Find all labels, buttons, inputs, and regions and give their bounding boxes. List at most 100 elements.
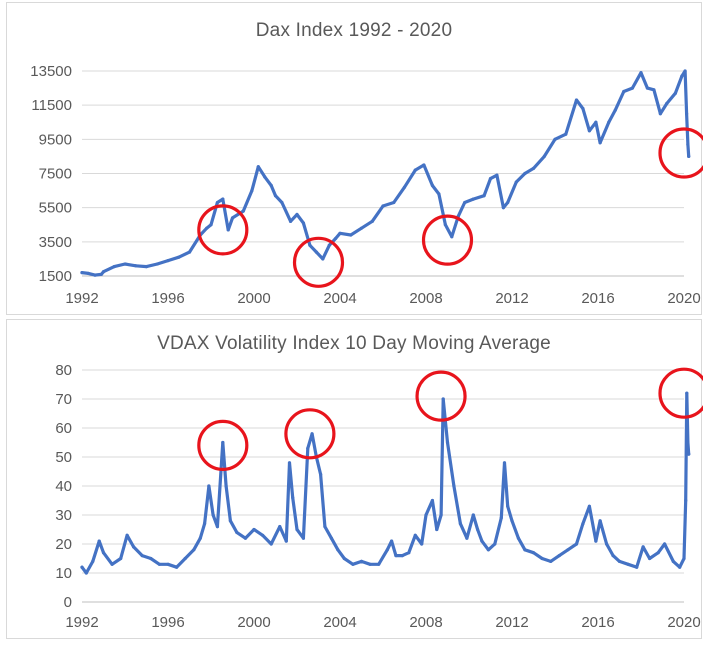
data-point bbox=[458, 522, 462, 526]
data-point bbox=[342, 556, 346, 561]
x-tick-label: 2020 bbox=[667, 290, 700, 307]
y-tick-label: 13500 bbox=[30, 63, 72, 80]
data-point bbox=[394, 554, 398, 558]
data-point bbox=[381, 204, 385, 208]
chart-title: Dax Index 1992 - 2020 bbox=[255, 20, 453, 41]
data-point bbox=[110, 562, 114, 566]
data-point bbox=[80, 565, 84, 569]
data-point bbox=[235, 530, 239, 534]
data-point bbox=[175, 565, 179, 569]
data-point bbox=[626, 562, 630, 566]
data-point bbox=[630, 86, 635, 90]
data-point bbox=[86, 271, 91, 276]
data-point bbox=[269, 542, 273, 546]
x-tick-label: 2008 bbox=[409, 614, 442, 631]
annotation-circle bbox=[292, 236, 345, 288]
data-point bbox=[144, 265, 149, 269]
y-tick-label: 50 bbox=[55, 449, 72, 466]
data-point bbox=[230, 216, 235, 220]
data-point bbox=[574, 98, 579, 102]
data-point bbox=[540, 556, 544, 561]
data-point bbox=[93, 273, 97, 277]
data-point bbox=[221, 440, 225, 445]
data-point bbox=[514, 180, 518, 184]
data-point bbox=[385, 548, 389, 552]
data-point bbox=[678, 565, 682, 569]
x-tick-label: 2020 bbox=[667, 614, 700, 631]
data-point bbox=[506, 504, 510, 508]
x-tick-label: 2008 bbox=[409, 290, 442, 307]
data-point bbox=[359, 226, 364, 230]
data-point bbox=[542, 154, 546, 159]
data-point bbox=[359, 559, 364, 563]
data-point bbox=[439, 513, 443, 517]
data-point bbox=[183, 556, 187, 561]
annotation-circle bbox=[421, 214, 474, 266]
data-point bbox=[488, 177, 493, 181]
x-tick-label: 2004 bbox=[323, 290, 356, 307]
x-tick-label: 2016 bbox=[581, 290, 614, 307]
data-point bbox=[452, 484, 456, 488]
data-point bbox=[301, 536, 306, 540]
data-point bbox=[450, 235, 454, 239]
data-point bbox=[119, 556, 123, 561]
data-point bbox=[295, 527, 299, 532]
data-point bbox=[99, 272, 103, 276]
data-point bbox=[308, 243, 312, 247]
data-point bbox=[278, 525, 282, 529]
x-tick-label: 1992 bbox=[65, 614, 98, 631]
data-point bbox=[91, 559, 95, 563]
data-point bbox=[310, 432, 314, 436]
data-point bbox=[510, 519, 514, 523]
data-point bbox=[329, 536, 333, 540]
data-point bbox=[295, 212, 299, 217]
dax-chart-plot: 1500 3500 5500 7500 9500 11500 13500 1992 1996 20… bbox=[30, 63, 703, 307]
y-tick-label: 20 bbox=[55, 536, 72, 553]
data-point bbox=[430, 498, 435, 503]
y-tick-label: 30 bbox=[55, 507, 72, 524]
data-point bbox=[390, 539, 394, 543]
data-point bbox=[639, 71, 643, 75]
data-point bbox=[682, 556, 686, 561]
data-point bbox=[269, 183, 273, 188]
data-point bbox=[581, 106, 585, 111]
data-point bbox=[663, 542, 667, 546]
data-point bbox=[140, 554, 144, 558]
data-point bbox=[280, 200, 284, 205]
data-point bbox=[166, 259, 170, 263]
annotation-circle bbox=[197, 204, 249, 256]
data-point bbox=[502, 461, 507, 465]
data-point bbox=[686, 440, 690, 445]
data-point bbox=[287, 461, 292, 465]
y-tick-label: 3500 bbox=[39, 234, 72, 251]
data-point bbox=[594, 539, 598, 543]
data-point bbox=[101, 270, 106, 274]
data-point bbox=[192, 548, 196, 552]
data-point bbox=[435, 527, 439, 532]
data-point bbox=[613, 108, 617, 112]
data-point bbox=[441, 397, 445, 401]
data-point bbox=[557, 554, 561, 558]
y-tick-label: 60 bbox=[55, 420, 72, 437]
annotation-circle bbox=[415, 370, 467, 422]
data-point bbox=[424, 513, 428, 517]
data-point bbox=[553, 137, 557, 141]
x-tick-label: 2012 bbox=[495, 614, 528, 631]
series-line bbox=[80, 391, 691, 575]
data-point bbox=[226, 228, 230, 232]
data-point bbox=[684, 112, 689, 116]
data-point bbox=[673, 91, 678, 95]
data-point bbox=[377, 562, 381, 566]
data-point bbox=[486, 548, 490, 552]
y-tick-label: 40 bbox=[55, 478, 72, 495]
y-tick-label: 11500 bbox=[31, 97, 72, 114]
data-point bbox=[437, 192, 441, 196]
data-point bbox=[622, 89, 626, 94]
data-point bbox=[463, 200, 467, 205]
data-point bbox=[198, 536, 202, 540]
data-point bbox=[480, 539, 484, 543]
data-point bbox=[684, 498, 688, 503]
data-point bbox=[263, 175, 267, 179]
data-point bbox=[338, 231, 342, 235]
data-point bbox=[402, 185, 407, 189]
